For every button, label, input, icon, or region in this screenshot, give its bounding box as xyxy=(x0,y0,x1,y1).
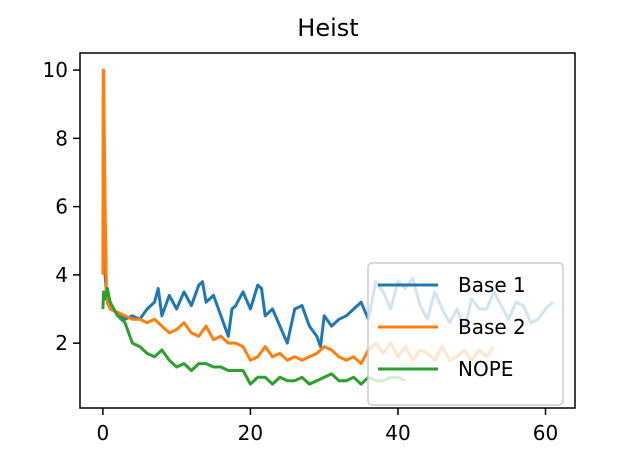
plot-frame xyxy=(79,52,576,409)
y-tick-label: 2 xyxy=(55,331,68,355)
legend-label-base-1: Base 1 xyxy=(458,273,526,297)
x-tick-label: 0 xyxy=(97,421,110,445)
y-tick-label: 8 xyxy=(55,126,68,150)
legend: Base 1 Base 2 NOPE xyxy=(367,262,564,406)
x-tick-label: 40 xyxy=(385,421,410,445)
y-tick-label: 6 xyxy=(55,195,68,219)
legend-label-nope: NOPE xyxy=(458,357,513,381)
x-tick-label: 20 xyxy=(238,421,263,445)
legend-label-base-2: Base 2 xyxy=(458,315,526,339)
y-tick-label: 10 xyxy=(43,58,68,82)
axes: 0 20 40 60 2 4 6 8 10 xyxy=(43,52,576,445)
y-tick-label: 4 xyxy=(55,263,68,287)
chart-title: Heist xyxy=(297,14,358,42)
series-line-nope xyxy=(101,287,406,386)
x-tick-label: 60 xyxy=(533,421,558,445)
